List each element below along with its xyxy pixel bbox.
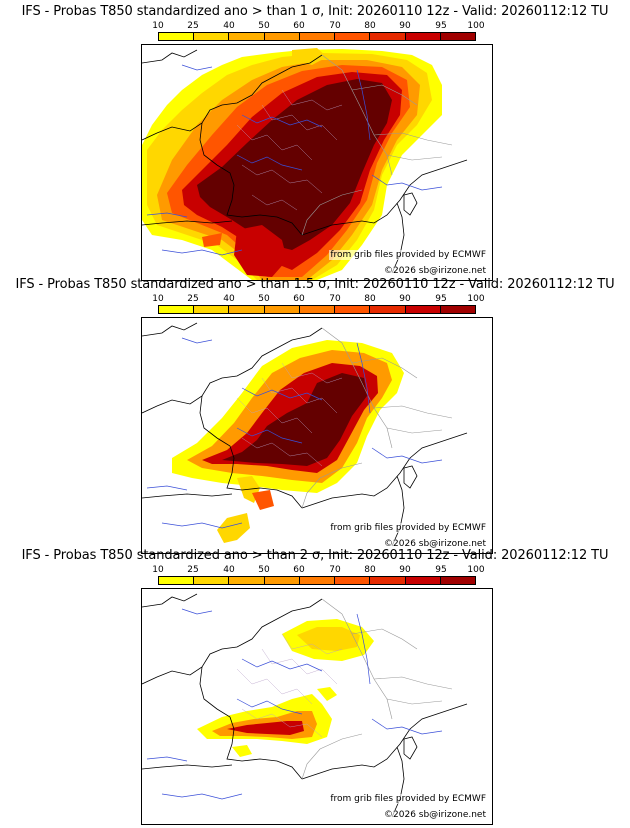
borders bbox=[301, 54, 453, 236]
probability-map: from grib files provided by ECMWF ©2026 … bbox=[141, 44, 493, 281]
colorbar-swatch bbox=[370, 33, 406, 40]
map-panel-3: IFS - Probas T850 standardized ano > tha… bbox=[0, 548, 630, 825]
colorbar-label: 60 bbox=[293, 21, 305, 31]
colorbar-swatch bbox=[194, 306, 230, 313]
colorbar-swatch bbox=[370, 306, 406, 313]
probability-field bbox=[142, 48, 442, 280]
colorbar-label: 50 bbox=[258, 565, 270, 575]
colorbar-label: 80 bbox=[364, 21, 376, 31]
colorbar-label: 90 bbox=[399, 21, 411, 31]
colorbar-label: 10 bbox=[152, 294, 164, 304]
colorbar-label: 70 bbox=[329, 294, 341, 304]
coastlines bbox=[142, 593, 468, 818]
copyright-credit: ©2026 sb@irizone.net bbox=[383, 266, 487, 276]
colorbar-swatch bbox=[194, 577, 230, 584]
colorbar-swatch bbox=[335, 306, 371, 313]
colorbar-swatch bbox=[440, 33, 475, 40]
colorbar-label: 95 bbox=[435, 565, 447, 575]
rivers bbox=[146, 64, 443, 256]
colorbar-swatch bbox=[405, 33, 441, 40]
colorbar-swatch bbox=[159, 577, 195, 584]
colorbar-label: 70 bbox=[329, 21, 341, 31]
map-canvas bbox=[142, 593, 468, 818]
coastlines bbox=[142, 322, 468, 547]
colorbar-swatch bbox=[229, 577, 265, 584]
map-panel-2: IFS - Probas T850 standardized ano > tha… bbox=[0, 277, 630, 554]
rivers bbox=[146, 608, 443, 800]
colorbar-swatch bbox=[194, 33, 230, 40]
probability-map: from grib files provided by ECMWF ©2026 … bbox=[141, 317, 493, 554]
colorbar-label: 60 bbox=[293, 294, 305, 304]
colorbar-label: 80 bbox=[364, 565, 376, 575]
colorbar-label: 10 bbox=[152, 565, 164, 575]
colorbar-label: 80 bbox=[364, 294, 376, 304]
panel-title: IFS - Probas T850 standardized ano > tha… bbox=[21, 4, 609, 19]
colorbar-label: 100 bbox=[467, 565, 485, 575]
colorbar-swatch bbox=[335, 33, 371, 40]
colorbar-swatch bbox=[405, 577, 441, 584]
map-panel-1: IFS - Probas T850 standardized ano > tha… bbox=[0, 4, 630, 281]
panel-title: IFS - Probas T850 standardized ano > tha… bbox=[21, 548, 609, 563]
map-canvas bbox=[142, 48, 468, 280]
colorbar-label: 10 bbox=[152, 21, 164, 31]
colorbar bbox=[158, 32, 476, 41]
colorbar-swatch bbox=[159, 33, 195, 40]
colorbar-label: 90 bbox=[399, 294, 411, 304]
colorbar-label: 95 bbox=[435, 294, 447, 304]
colorbar bbox=[158, 305, 476, 314]
probability-field bbox=[172, 340, 404, 543]
map-canvas bbox=[142, 322, 468, 547]
colorbar-swatch bbox=[440, 306, 475, 313]
colorbar-label: 95 bbox=[435, 21, 447, 31]
colorbar-label: 100 bbox=[467, 21, 485, 31]
copyright-credit: ©2026 sb@irizone.net bbox=[383, 539, 487, 549]
colorbar-label: 25 bbox=[187, 294, 199, 304]
copyright-credit: ©2026 sb@irizone.net bbox=[383, 810, 487, 820]
colorbar-swatch bbox=[264, 33, 300, 40]
colorbar-labels: 10 25 40 50 60 70 80 90 95 100 bbox=[145, 21, 490, 31]
data-source-credit: from grib files provided by ECMWF bbox=[329, 523, 487, 533]
colorbar-label: 25 bbox=[187, 565, 199, 575]
colorbar-swatch bbox=[370, 577, 406, 584]
colorbar-labels: 10 25 40 50 60 70 80 90 95 100 bbox=[145, 294, 490, 304]
data-source-credit: from grib files provided by ECMWF bbox=[329, 794, 487, 804]
colorbar-label: 90 bbox=[399, 565, 411, 575]
colorbar-label: 40 bbox=[223, 21, 235, 31]
probability-map: from grib files provided by ECMWF ©2026 … bbox=[141, 588, 493, 825]
colorbar-label: 60 bbox=[293, 565, 305, 575]
colorbar-label: 40 bbox=[223, 294, 235, 304]
colorbar bbox=[158, 576, 476, 585]
colorbar-label: 40 bbox=[223, 565, 235, 575]
colorbar-labels: 10 25 40 50 60 70 80 90 95 100 bbox=[145, 565, 490, 575]
borders bbox=[301, 598, 453, 780]
colorbar-label: 25 bbox=[187, 21, 199, 31]
colorbar-swatch bbox=[405, 306, 441, 313]
colorbar-label: 50 bbox=[258, 294, 270, 304]
colorbar-swatch bbox=[229, 33, 265, 40]
colorbar-swatch bbox=[264, 306, 300, 313]
colorbar-swatch bbox=[229, 306, 265, 313]
colorbar-swatch bbox=[299, 33, 336, 40]
panel-title: IFS - Probas T850 standardized ano > tha… bbox=[15, 277, 615, 292]
colorbar-label: 100 bbox=[467, 294, 485, 304]
colorbar-label: 70 bbox=[329, 565, 341, 575]
colorbar-swatch bbox=[299, 577, 336, 584]
coastlines bbox=[142, 49, 468, 274]
colorbar-swatch bbox=[299, 306, 336, 313]
borders bbox=[301, 327, 453, 509]
colorbar-swatch bbox=[440, 577, 475, 584]
data-source-credit: from grib files provided by ECMWF bbox=[329, 250, 487, 260]
colorbar-swatch bbox=[264, 577, 300, 584]
rivers bbox=[146, 337, 443, 529]
colorbar-swatch bbox=[335, 577, 371, 584]
colorbar-swatch bbox=[159, 306, 195, 313]
colorbar-label: 50 bbox=[258, 21, 270, 31]
probability-field bbox=[197, 619, 374, 757]
